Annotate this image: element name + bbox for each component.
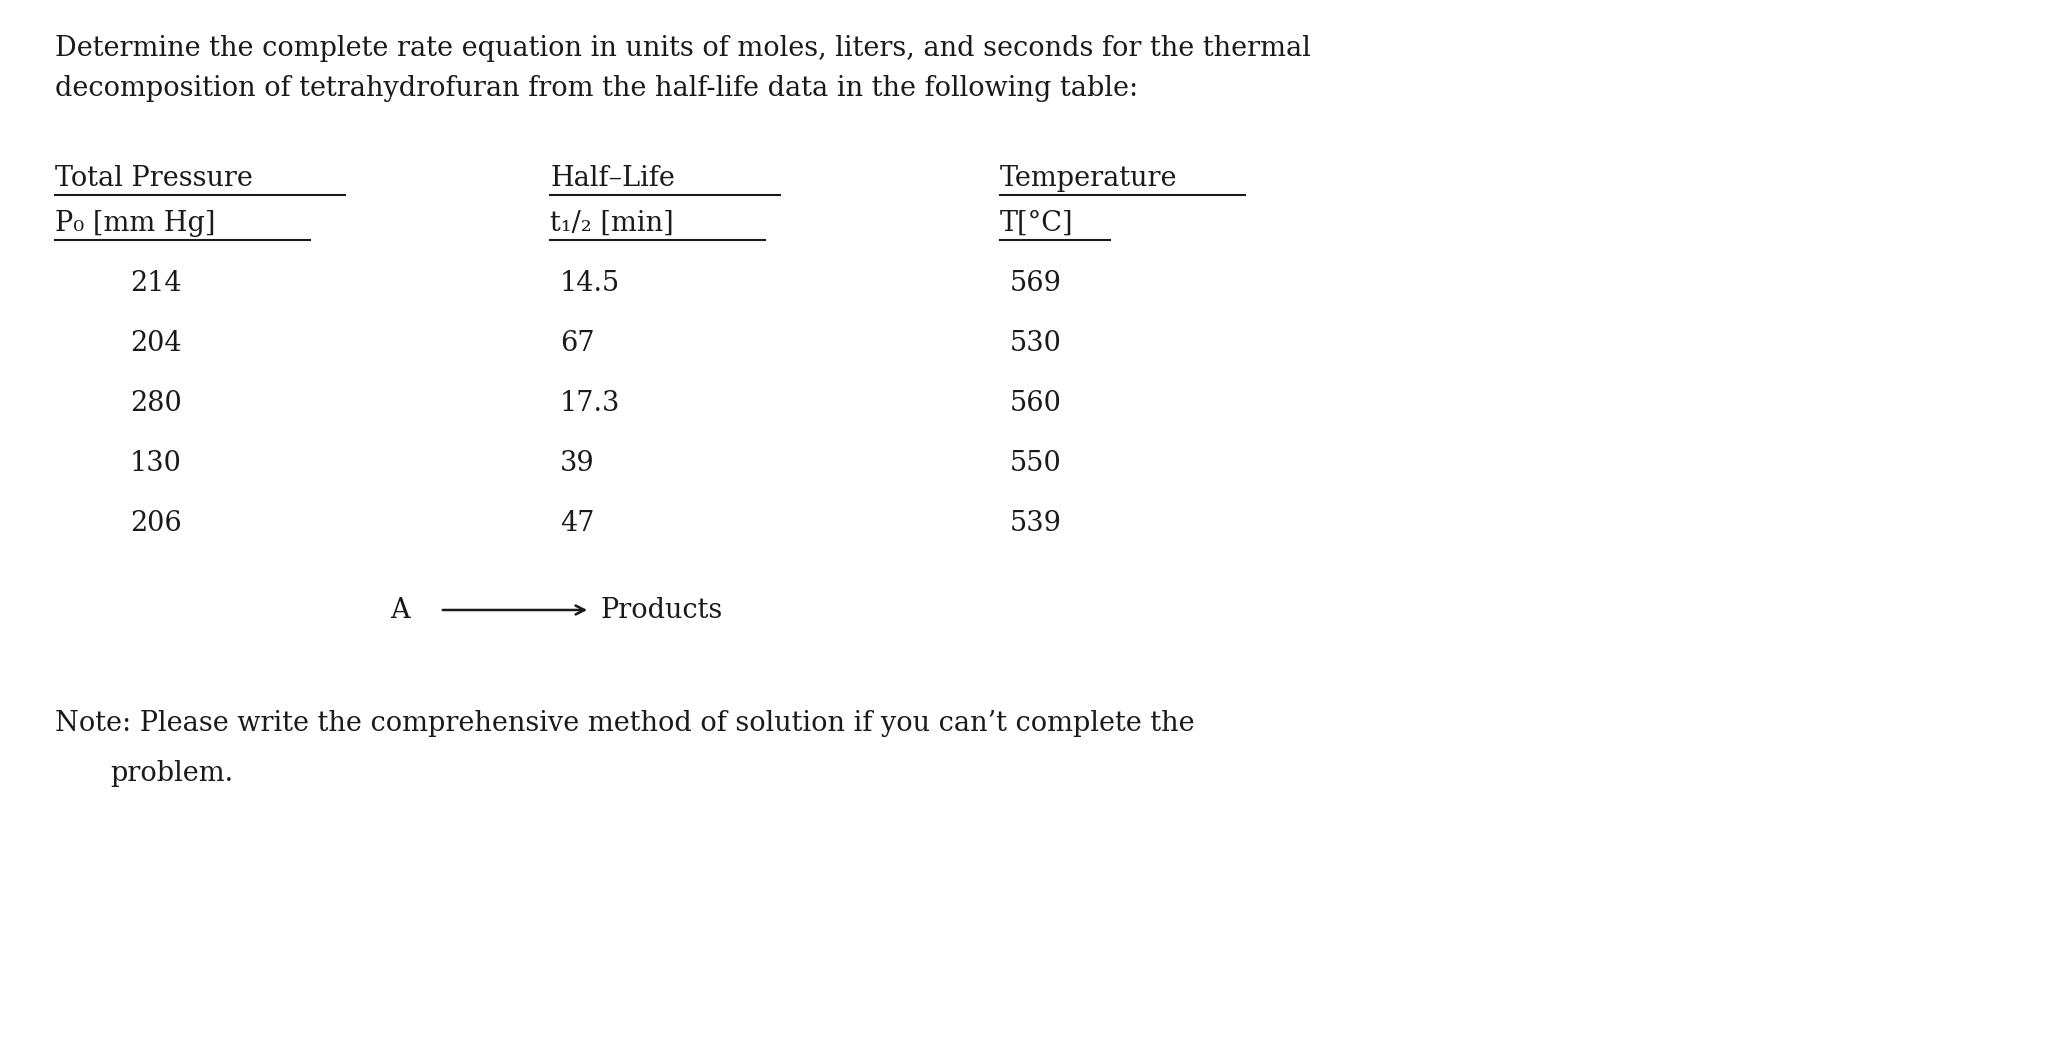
Text: t₁/₂ [min]: t₁/₂ [min] (550, 210, 673, 237)
Text: 560: 560 (1011, 390, 1062, 417)
Text: A: A (391, 597, 409, 624)
Text: 569: 569 (1011, 270, 1062, 297)
Text: 539: 539 (1011, 510, 1062, 537)
Text: 206: 206 (131, 510, 182, 537)
Text: 530: 530 (1011, 330, 1062, 357)
Text: 280: 280 (131, 390, 182, 417)
Text: 14.5: 14.5 (561, 270, 620, 297)
Text: 47: 47 (561, 510, 595, 537)
Text: T[°C]: T[°C] (1000, 210, 1074, 237)
Text: 130: 130 (131, 450, 182, 477)
Text: 17.3: 17.3 (561, 390, 620, 417)
Text: 550: 550 (1011, 450, 1062, 477)
Text: 67: 67 (561, 330, 595, 357)
Text: Half–Life: Half–Life (550, 165, 675, 192)
Text: P₀ [mm Hg]: P₀ [mm Hg] (55, 210, 215, 237)
Text: 214: 214 (131, 270, 182, 297)
Text: decomposition of tetrahydrofuran from the half-life data in the following table:: decomposition of tetrahydrofuran from th… (55, 75, 1138, 102)
Text: Temperature: Temperature (1000, 165, 1178, 192)
Text: Determine the complete rate equation in units of moles, liters, and seconds for : Determine the complete rate equation in … (55, 35, 1311, 62)
Text: Total Pressure: Total Pressure (55, 165, 254, 192)
Text: Products: Products (599, 597, 722, 624)
Text: 39: 39 (561, 450, 595, 477)
Text: problem.: problem. (110, 760, 233, 787)
Text: 204: 204 (131, 330, 182, 357)
Text: Note: Please write the comprehensive method of solution if you can’t complete th: Note: Please write the comprehensive met… (55, 710, 1195, 737)
